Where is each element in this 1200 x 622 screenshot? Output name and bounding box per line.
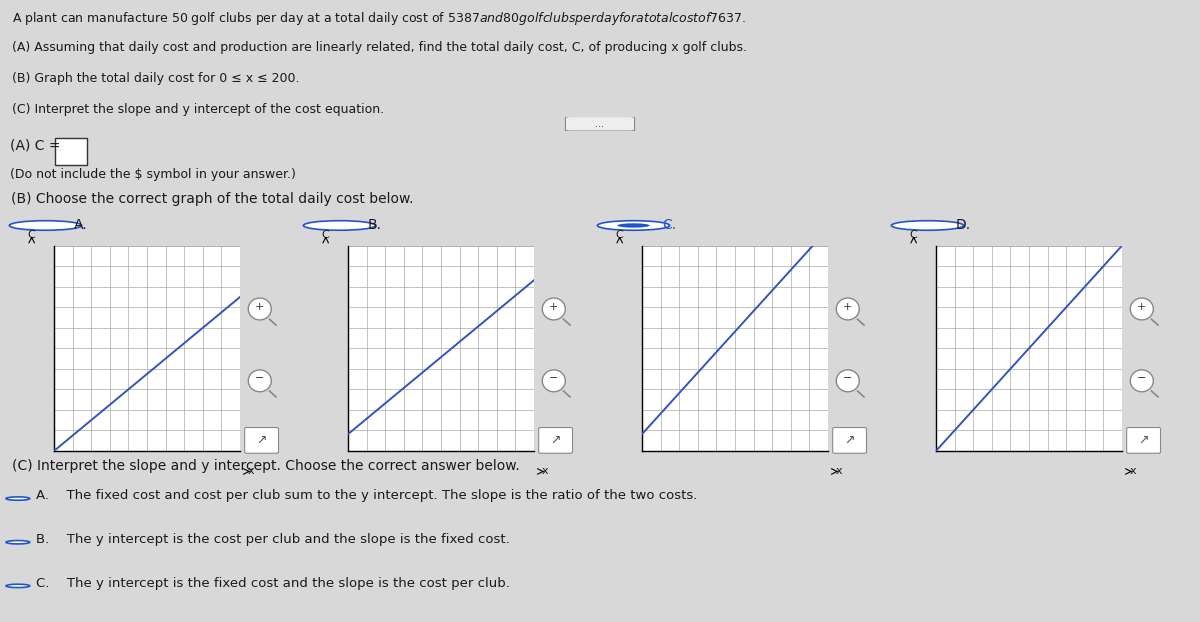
- Text: ...: ...: [595, 119, 605, 129]
- Text: x: x: [247, 466, 254, 476]
- Text: B.  The y intercept is the cost per club and the slope is the fixed cost.: B. The y intercept is the cost per club …: [36, 533, 510, 546]
- Text: ↗: ↗: [257, 434, 266, 447]
- Text: A plant can manufacture 50 golf clubs per day at a total daily cost of $5387 and: A plant can manufacture 50 golf clubs pe…: [12, 10, 746, 27]
- Text: −: −: [1138, 373, 1146, 383]
- Text: x: x: [541, 466, 548, 476]
- Circle shape: [248, 370, 271, 392]
- Text: ↗: ↗: [845, 434, 854, 447]
- Text: +: +: [256, 302, 264, 312]
- Circle shape: [1130, 370, 1153, 392]
- Text: A.: A.: [74, 218, 88, 233]
- Text: ↗: ↗: [551, 434, 560, 447]
- Text: −: −: [844, 373, 852, 383]
- Text: C.  The y intercept is the fixed cost and the slope is the cost per club.: C. The y intercept is the fixed cost and…: [36, 577, 510, 590]
- Text: +: +: [550, 302, 558, 312]
- Text: +: +: [844, 302, 852, 312]
- Text: (Do not include the $ symbol in your answer.): (Do not include the $ symbol in your ans…: [10, 169, 295, 182]
- Text: −: −: [550, 373, 558, 383]
- Text: +: +: [1138, 302, 1146, 312]
- Circle shape: [1130, 298, 1153, 320]
- FancyBboxPatch shape: [245, 427, 278, 453]
- Circle shape: [6, 584, 30, 588]
- Text: C: C: [616, 230, 624, 239]
- Circle shape: [304, 221, 376, 230]
- Circle shape: [542, 298, 565, 320]
- Text: (B) Choose the correct graph of the total daily cost below.: (B) Choose the correct graph of the tota…: [11, 192, 413, 206]
- Text: C: C: [28, 230, 36, 239]
- Circle shape: [836, 298, 859, 320]
- Circle shape: [6, 541, 30, 544]
- Text: −: −: [256, 373, 264, 383]
- FancyBboxPatch shape: [55, 137, 88, 165]
- Text: B.: B.: [368, 218, 382, 233]
- Circle shape: [892, 221, 964, 230]
- Text: ↗: ↗: [1139, 434, 1148, 447]
- Text: (A) C =: (A) C =: [10, 138, 60, 152]
- Text: D.: D.: [956, 218, 971, 233]
- Circle shape: [6, 497, 30, 500]
- Circle shape: [248, 298, 271, 320]
- Circle shape: [542, 370, 565, 392]
- Circle shape: [617, 223, 649, 228]
- Text: (C) Interpret the slope and y intercept. Choose the correct answer below.: (C) Interpret the slope and y intercept.…: [12, 459, 520, 473]
- Text: A.  The fixed cost and cost per club sum to the y intercept. The slope is the ra: A. The fixed cost and cost per club sum …: [36, 490, 697, 503]
- Text: C: C: [322, 230, 330, 239]
- Text: x: x: [835, 466, 842, 476]
- Circle shape: [10, 221, 82, 230]
- Text: (B) Graph the total daily cost for 0 ≤ x ≤ 200.: (B) Graph the total daily cost for 0 ≤ x…: [12, 72, 300, 85]
- Text: x: x: [1129, 466, 1136, 476]
- Circle shape: [836, 370, 859, 392]
- FancyBboxPatch shape: [565, 116, 635, 131]
- Text: C.: C.: [662, 218, 676, 233]
- Circle shape: [598, 221, 670, 230]
- Text: (C) Interpret the slope and y intercept of the cost equation.: (C) Interpret the slope and y intercept …: [12, 103, 384, 116]
- Text: (A) Assuming that daily cost and production are linearly related, find the total: (A) Assuming that daily cost and product…: [12, 41, 746, 54]
- FancyBboxPatch shape: [1127, 427, 1160, 453]
- Text: C: C: [910, 230, 918, 239]
- FancyBboxPatch shape: [833, 427, 866, 453]
- FancyBboxPatch shape: [539, 427, 572, 453]
